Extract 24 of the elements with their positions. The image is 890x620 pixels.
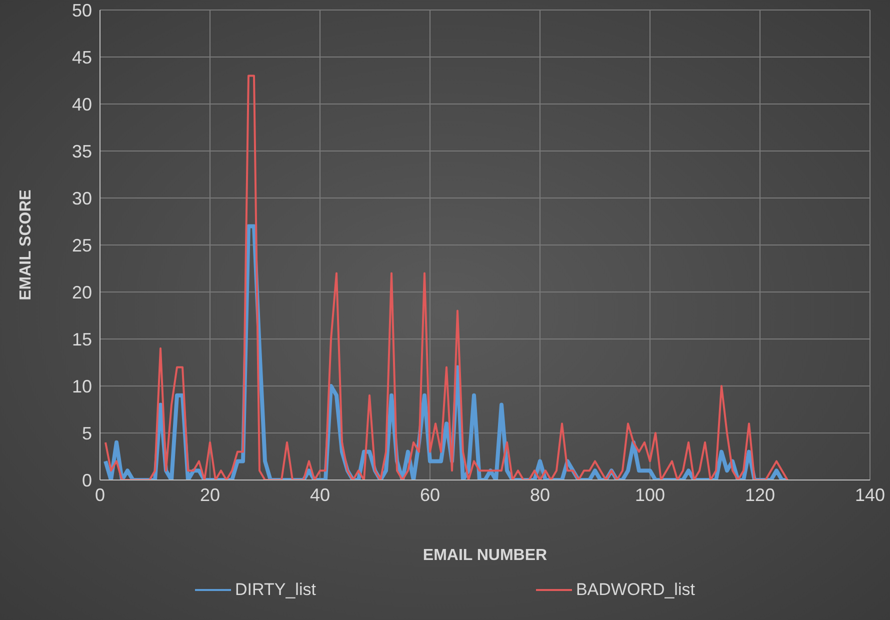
y-tick-label: 15 bbox=[72, 329, 92, 350]
x-tick-label: 0 bbox=[94, 484, 106, 505]
y-tick-label: 25 bbox=[72, 235, 92, 256]
x-tick-label: 100 bbox=[634, 484, 666, 505]
y-axis-title: EMAIL SCORE bbox=[18, 189, 35, 300]
y-tick-label: 10 bbox=[72, 376, 92, 396]
y-tick-label: 40 bbox=[72, 94, 92, 114]
legend-label: BADWORD_list bbox=[576, 580, 695, 600]
y-tick-label: 50 bbox=[72, 0, 92, 20]
legend-label: DIRTY_list bbox=[235, 580, 316, 600]
x-tick-label: 60 bbox=[420, 484, 440, 505]
x-tick-label: 20 bbox=[200, 484, 220, 505]
y-tick-label: 20 bbox=[72, 282, 92, 302]
x-tick-label: 140 bbox=[854, 484, 886, 505]
y-tick-label: 0 bbox=[82, 470, 92, 490]
y-tick-label: 30 bbox=[72, 188, 92, 208]
x-axis-title: EMAIL NUMBER bbox=[422, 547, 548, 564]
y-tick-label: 5 bbox=[82, 423, 92, 444]
x-tick-label: 40 bbox=[310, 484, 330, 505]
line-series bbox=[104, 74, 788, 480]
x-tick-label: 120 bbox=[744, 484, 776, 505]
x-tick-label: 80 bbox=[530, 484, 550, 505]
y-tick-label: 35 bbox=[72, 141, 92, 162]
y-tick-label: 45 bbox=[72, 47, 92, 68]
